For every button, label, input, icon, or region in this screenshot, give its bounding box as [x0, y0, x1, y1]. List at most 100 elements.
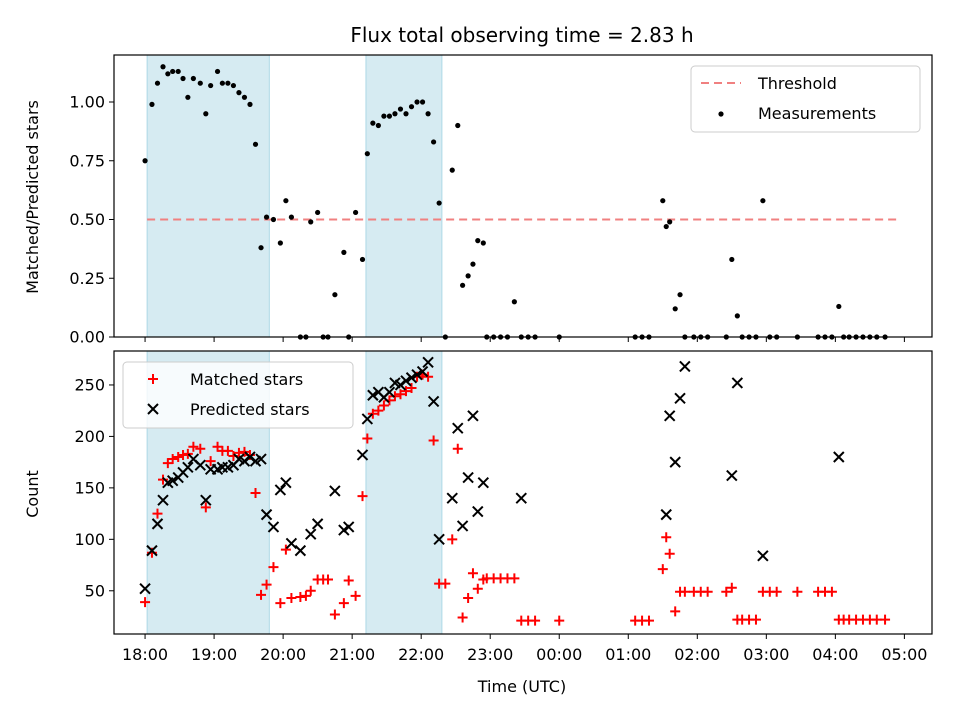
measurement-point — [142, 158, 148, 164]
measurement-point — [277, 240, 283, 246]
matched-star-point — [428, 435, 439, 446]
measurement-point — [203, 111, 209, 117]
measurement-point — [332, 292, 338, 298]
measurement-point — [663, 223, 669, 230]
predicted-star-point — [446, 492, 458, 504]
matched-star-point — [329, 609, 340, 620]
matched-star-point — [322, 574, 333, 585]
measurement-point — [185, 94, 191, 100]
bottom-y-axis-label: Count — [23, 470, 42, 518]
measurement-point — [241, 94, 248, 100]
matched-star-point — [300, 590, 311, 601]
predicted-star-point — [433, 533, 445, 546]
matched-star-point — [457, 612, 468, 623]
predicted-star-point — [416, 365, 429, 378]
measurement-point — [667, 219, 673, 225]
predicted-star-point — [294, 544, 307, 557]
legend-matched-label: Matched stars — [190, 370, 303, 389]
matched-star-point — [200, 502, 211, 513]
predicted-star-point — [356, 449, 369, 461]
y-tick-label: 100 — [74, 530, 105, 549]
matched-star-point — [239, 446, 250, 457]
predicted-star-point — [361, 413, 374, 425]
predicted-star-point — [305, 528, 317, 540]
measurement-point — [154, 80, 161, 86]
predicted-star-point — [462, 471, 474, 484]
matched-star-point — [664, 548, 675, 559]
measurement-point — [836, 303, 842, 310]
measurement-point — [160, 64, 166, 70]
matched-star-point — [188, 441, 199, 452]
measurement-point — [170, 68, 176, 75]
matched-star-point — [463, 592, 474, 603]
predicted-star-point — [472, 505, 484, 518]
x-tick-label: 01:00 — [605, 645, 651, 664]
bottom-panel: 50 100 150 200 250 18:00 19:00 20:00 21:00 22:00 2… — [74, 350, 933, 664]
matched-star-point — [182, 448, 193, 459]
matched-star-point — [400, 386, 411, 397]
predicted-star-point — [146, 544, 158, 557]
measurement-point — [480, 240, 486, 246]
y-tick-label: 0.25 — [69, 269, 105, 288]
predicted-star-point — [194, 459, 206, 471]
y-tick-label: 0.00 — [69, 328, 105, 347]
matched-star-point — [447, 534, 458, 545]
legend-threshold-label: Threshold — [757, 74, 837, 93]
measurement-point — [392, 111, 398, 117]
predicted-star-point — [157, 494, 169, 506]
matched-star-point — [406, 383, 417, 394]
measurement-point — [214, 68, 221, 75]
measurement-point — [475, 238, 481, 244]
legend-box — [690, 65, 921, 133]
measurement-point — [341, 249, 347, 255]
measurement-point — [252, 141, 259, 147]
series-measurements — [142, 64, 888, 340]
predicted-star-point — [311, 518, 324, 530]
matched-star-point — [395, 389, 406, 400]
measurement-point — [190, 75, 196, 82]
legend: Matched stars Predicted stars — [122, 361, 354, 429]
legend-matched-swatch — [148, 374, 158, 384]
matched-star-point — [643, 615, 654, 626]
measurement-point — [247, 101, 253, 107]
matched-star-point — [140, 597, 151, 608]
predicted-star-point — [182, 461, 194, 473]
observing-window-0 — [146, 54, 270, 338]
legend-box — [122, 361, 354, 429]
matched-star-point — [440, 578, 451, 589]
matched-star-point — [275, 598, 286, 609]
measurement-point — [408, 104, 415, 110]
predicted-star-point — [726, 469, 738, 482]
predicted-star-point — [833, 451, 845, 463]
axes-frame — [113, 350, 933, 635]
measurement-point — [677, 292, 683, 298]
predicted-star-point — [342, 521, 355, 533]
measurement-point — [283, 198, 289, 204]
matched-star-point — [679, 586, 690, 597]
measurement-point — [219, 80, 225, 86]
observing-window-1 — [365, 54, 443, 338]
measurement-point — [359, 256, 366, 263]
measurement-point — [436, 200, 442, 206]
measurement-point — [729, 256, 735, 263]
y-tick-label: 1.00 — [69, 93, 105, 112]
measurement-point — [197, 80, 203, 86]
predicted-star-point — [280, 477, 292, 489]
measurement-point — [364, 151, 370, 157]
measurement-point — [375, 122, 381, 129]
x-tick-label: 00:00 — [536, 645, 582, 664]
measurement-point — [386, 113, 393, 119]
matched-star-point — [233, 447, 244, 458]
measurement-point — [419, 99, 426, 105]
x-tick-label: 20:00 — [260, 645, 306, 664]
x-tick-label: 18:00 — [122, 645, 168, 664]
matched-star-point — [295, 591, 306, 602]
x-tick-label: 23:00 — [467, 645, 513, 664]
y-tick-label: 50 — [85, 581, 105, 600]
matched-star-point — [702, 586, 713, 597]
matched-star-point — [256, 589, 267, 600]
y-tick-label: 0.75 — [69, 151, 105, 170]
predicted-star-point — [329, 485, 341, 497]
predicted-star-point — [679, 360, 691, 373]
matched-star-point — [350, 590, 361, 601]
